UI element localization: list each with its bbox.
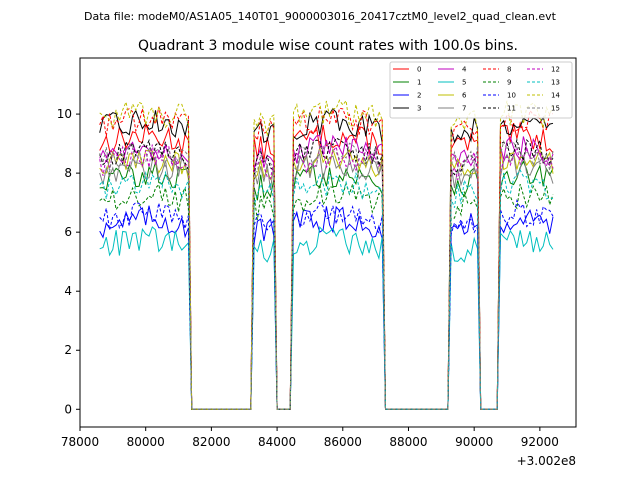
series-line-10 [99, 199, 554, 410]
legend-label: 4 [462, 66, 467, 74]
series-line-3 [99, 107, 554, 410]
x-axis: 78000 80000 82000 84000 86000 88000 90000 92000 [61, 427, 559, 449]
legend-label: 12 [551, 66, 560, 74]
series-line-13 [99, 169, 554, 410]
x-tick-label: 92000 [521, 435, 559, 449]
legend-label: 9 [507, 79, 511, 87]
legend-label: 0 [417, 66, 421, 74]
legend-label: 2 [417, 92, 421, 100]
chart-suptitle: Data file: modeM0/AS1A05_140T01_90000030… [84, 10, 557, 23]
x-tick-label: 86000 [324, 435, 362, 449]
x-tick-label: 90000 [455, 435, 493, 449]
legend-label: 6 [462, 92, 467, 100]
legend-label: 3 [417, 105, 421, 113]
series-line-2 [99, 205, 554, 410]
legend-frame [389, 61, 573, 119]
legend-label: 7 [462, 105, 466, 113]
y-tick-label: 4 [64, 284, 72, 298]
legend-label: 5 [462, 79, 466, 87]
y-tick-label: 10 [57, 107, 72, 121]
y-tick-label: 2 [64, 343, 72, 357]
x-tick-label: 78000 [61, 435, 99, 449]
series-line-6 [99, 147, 554, 410]
chart-title: Quadrant 3 module wise count rates with … [138, 38, 518, 54]
legend-label: 13 [551, 79, 560, 87]
plot-frame [79, 57, 577, 428]
x-offset-label: +3.002e8 [517, 454, 576, 468]
y-tick-label: 0 [64, 402, 72, 416]
legend-label: 14 [551, 92, 560, 100]
series-line-12 [99, 144, 554, 410]
legend-label: 11 [507, 105, 516, 113]
legend-label: 15 [551, 105, 560, 113]
x-tick-label: 84000 [258, 435, 296, 449]
series-line-15 [99, 140, 554, 410]
x-tick-label: 88000 [389, 435, 427, 449]
legend-label: 1 [417, 79, 421, 87]
x-tick-label: 80000 [127, 435, 165, 449]
y-axis: 0 2 4 6 8 10 [57, 107, 80, 416]
series-line-14 [99, 99, 554, 410]
y-tick-label: 6 [64, 225, 72, 239]
series-line-7 [99, 152, 554, 410]
series-line-5 [99, 226, 554, 410]
series-line-9 [99, 181, 554, 410]
series-layer [99, 99, 554, 410]
legend-label: 10 [507, 92, 516, 100]
legend-label: 8 [507, 66, 511, 74]
x-tick-label: 82000 [192, 435, 230, 449]
y-tick-label: 8 [64, 166, 72, 180]
